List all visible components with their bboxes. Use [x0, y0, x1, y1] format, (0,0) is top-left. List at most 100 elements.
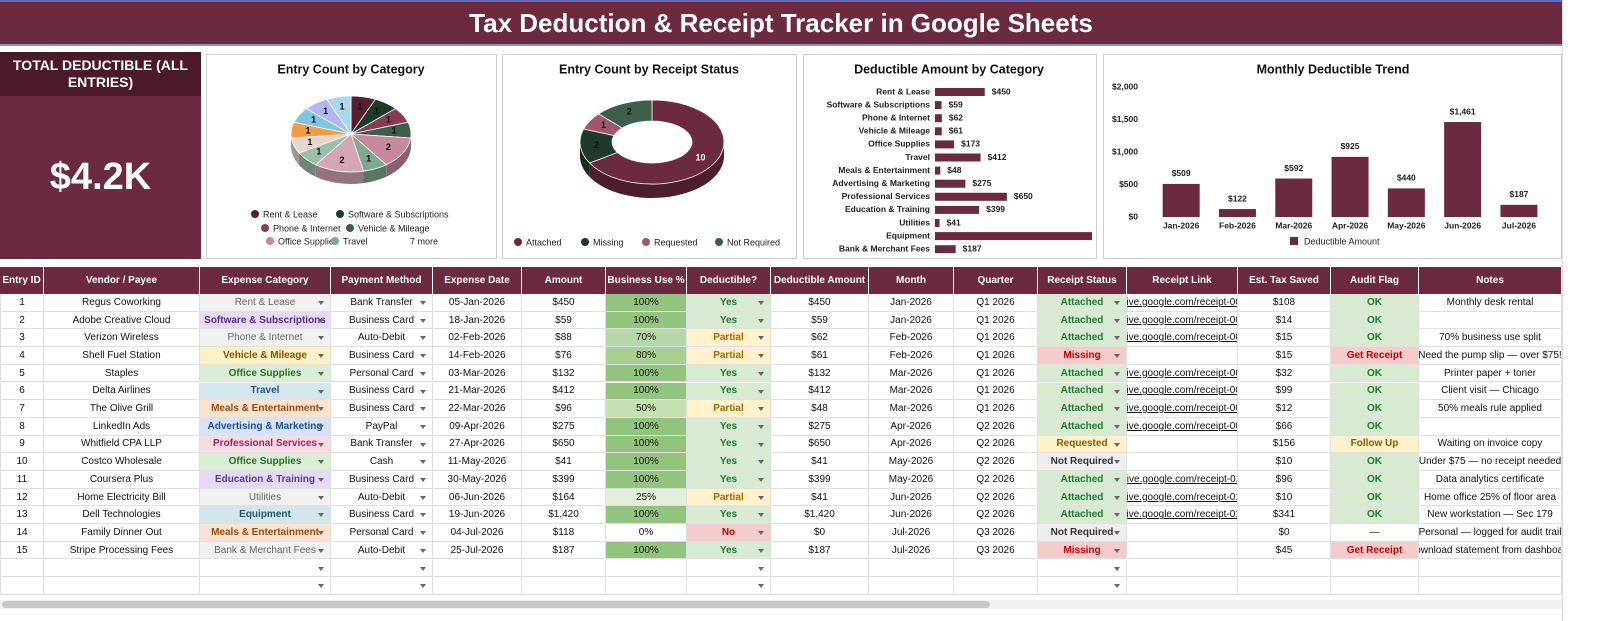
dropdown-arrow[interactable] — [420, 531, 426, 536]
dropdown-arrow[interactable] — [758, 318, 764, 323]
table-cell: 100% — [606, 541, 687, 560]
dropdown-arrow[interactable] — [420, 371, 426, 376]
table-cell[interactable]: drive.google.com/receipt-007 — [1127, 400, 1238, 418]
dropdown-arrow[interactable] — [758, 548, 764, 553]
dropdown-arrow[interactable] — [758, 407, 764, 412]
dropdown-arrow[interactable] — [1114, 318, 1120, 323]
dropdown-arrow[interactable] — [420, 318, 426, 323]
dropdown-arrow[interactable] — [318, 318, 324, 323]
dropdown-arrow[interactable] — [420, 548, 426, 553]
cell-text: $99 — [1275, 385, 1293, 397]
cell-text: $10 — [1275, 491, 1293, 503]
cell-text: Personal Card — [349, 526, 414, 538]
dropdown-arrow[interactable] — [758, 336, 764, 341]
dropdown-arrow[interactable] — [318, 389, 324, 394]
dropdown-arrow[interactable] — [758, 531, 764, 536]
dropdown-arrow[interactable] — [758, 584, 764, 589]
table-cell[interactable]: drive.google.com/receipt-013 — [1127, 506, 1238, 525]
dropdown-arrow[interactable] — [318, 584, 324, 589]
dropdown-arrow[interactable] — [420, 478, 426, 482]
dropdown-arrow[interactable] — [1114, 548, 1120, 553]
dropdown-arrow[interactable] — [318, 301, 324, 305]
dropdown-arrow[interactable] — [318, 354, 324, 359]
dropdown-arrow[interactable] — [1114, 424, 1120, 429]
dropdown-arrow[interactable] — [420, 584, 426, 589]
dropdown-arrow[interactable] — [318, 424, 324, 429]
dropdown-arrow[interactable] — [1114, 336, 1120, 341]
dropdown-arrow[interactable] — [1114, 460, 1120, 465]
table-cell[interactable]: drive.google.com/receipt-005 — [1127, 364, 1238, 383]
scrollbar-thumb[interactable] — [2, 601, 990, 608]
dropdown-arrow[interactable] — [420, 301, 426, 305]
cell-text: $15 — [1275, 349, 1293, 361]
dropdown-arrow[interactable] — [318, 336, 324, 341]
dropdown-arrow[interactable] — [1114, 495, 1120, 500]
dropdown-arrow[interactable] — [420, 336, 426, 341]
cell-text: OK — [1367, 473, 1382, 485]
dropdown-arrow[interactable] — [318, 548, 324, 553]
dropdown-arrow[interactable] — [758, 301, 764, 305]
table-cell[interactable]: drive.google.com/receipt-002 — [1127, 311, 1238, 330]
cell-text: OK — [1367, 314, 1382, 326]
dropdown-arrow[interactable] — [758, 566, 764, 571]
dropdown-arrow[interactable] — [318, 566, 324, 571]
dropdown-arrow[interactable] — [1114, 584, 1120, 589]
table-cell: Attached — [1038, 329, 1127, 348]
cell-text: Q2 2026 — [976, 509, 1015, 521]
dropdown-arrow[interactable] — [1114, 513, 1120, 518]
slice-label: 2 — [594, 140, 599, 150]
dropdown-arrow[interactable] — [758, 478, 764, 482]
dropdown-arrow[interactable] — [318, 495, 324, 500]
dropdown-arrow[interactable] — [318, 442, 324, 447]
table-cell[interactable]: drive.google.com/receipt-011 — [1127, 471, 1238, 489]
dropdown-arrow[interactable] — [1114, 354, 1120, 359]
dropdown-arrow[interactable] — [420, 495, 426, 500]
table-cell: Phone & Internet — [200, 329, 331, 348]
dropdown-arrow[interactable] — [318, 460, 324, 465]
dropdown-arrow[interactable] — [758, 354, 764, 359]
kpi-label: TOTAL DEDUCTIBLE (ALL ENTRIES) — [0, 52, 201, 96]
dropdown-arrow[interactable] — [318, 478, 324, 482]
table-cell[interactable]: drive.google.com/receipt-001 — [1127, 294, 1238, 312]
cell-text: Partial — [713, 332, 744, 344]
cell-text: $12 — [1275, 403, 1293, 415]
dropdown-arrow[interactable] — [318, 513, 324, 518]
dropdown-arrow[interactable] — [420, 513, 426, 518]
dropdown-arrow[interactable] — [758, 371, 764, 376]
table-cell[interactable]: drive.google.com/receipt-006 — [1127, 382, 1238, 401]
dropdown-arrow[interactable] — [1114, 301, 1120, 305]
dropdown-arrow[interactable] — [420, 424, 426, 429]
dropdown-arrow[interactable] — [758, 389, 764, 394]
dropdown-arrow[interactable] — [318, 531, 324, 536]
table-cell[interactable]: drive.google.com/receipt-012 — [1127, 488, 1238, 507]
table-cell[interactable]: drive.google.com/receipt-003 — [1127, 329, 1238, 348]
dropdown-arrow[interactable] — [758, 513, 764, 518]
dropdown-arrow[interactable] — [1114, 478, 1120, 482]
table-cell[interactable]: drive.google.com/receipt-008 — [1127, 417, 1238, 436]
dropdown-arrow[interactable] — [1114, 566, 1120, 571]
dropdown-arrow[interactable] — [1114, 371, 1120, 376]
dropdown-arrow[interactable] — [1114, 407, 1120, 412]
cell-text: Get Receipt — [1346, 544, 1403, 556]
cell-text: Q1 2026 — [976, 403, 1015, 415]
dropdown-arrow[interactable] — [1114, 531, 1120, 536]
dropdown-arrow[interactable] — [420, 460, 426, 465]
dropdown-arrow[interactable] — [758, 460, 764, 465]
dropdown-arrow[interactable] — [420, 354, 426, 359]
dropdown-arrow[interactable] — [758, 442, 764, 447]
dropdown-arrow[interactable] — [758, 495, 764, 500]
dropdown-arrow[interactable] — [318, 407, 324, 412]
dropdown-arrow[interactable] — [420, 407, 426, 412]
dropdown-arrow[interactable] — [420, 389, 426, 394]
cell-text: 13 — [16, 509, 28, 521]
cell-text: $156 — [1272, 438, 1296, 450]
table-cell: Utilities — [200, 488, 331, 507]
dropdown-arrow[interactable] — [1114, 442, 1120, 447]
cell-text: Not Required — [1050, 526, 1114, 538]
dropdown-arrow[interactable] — [420, 442, 426, 447]
dropdown-arrow[interactable] — [318, 371, 324, 376]
dropdown-arrow[interactable] — [420, 566, 426, 571]
dropdown-arrow[interactable] — [758, 424, 764, 429]
dropdown-arrow[interactable] — [1114, 389, 1120, 394]
slice-side — [363, 164, 387, 184]
